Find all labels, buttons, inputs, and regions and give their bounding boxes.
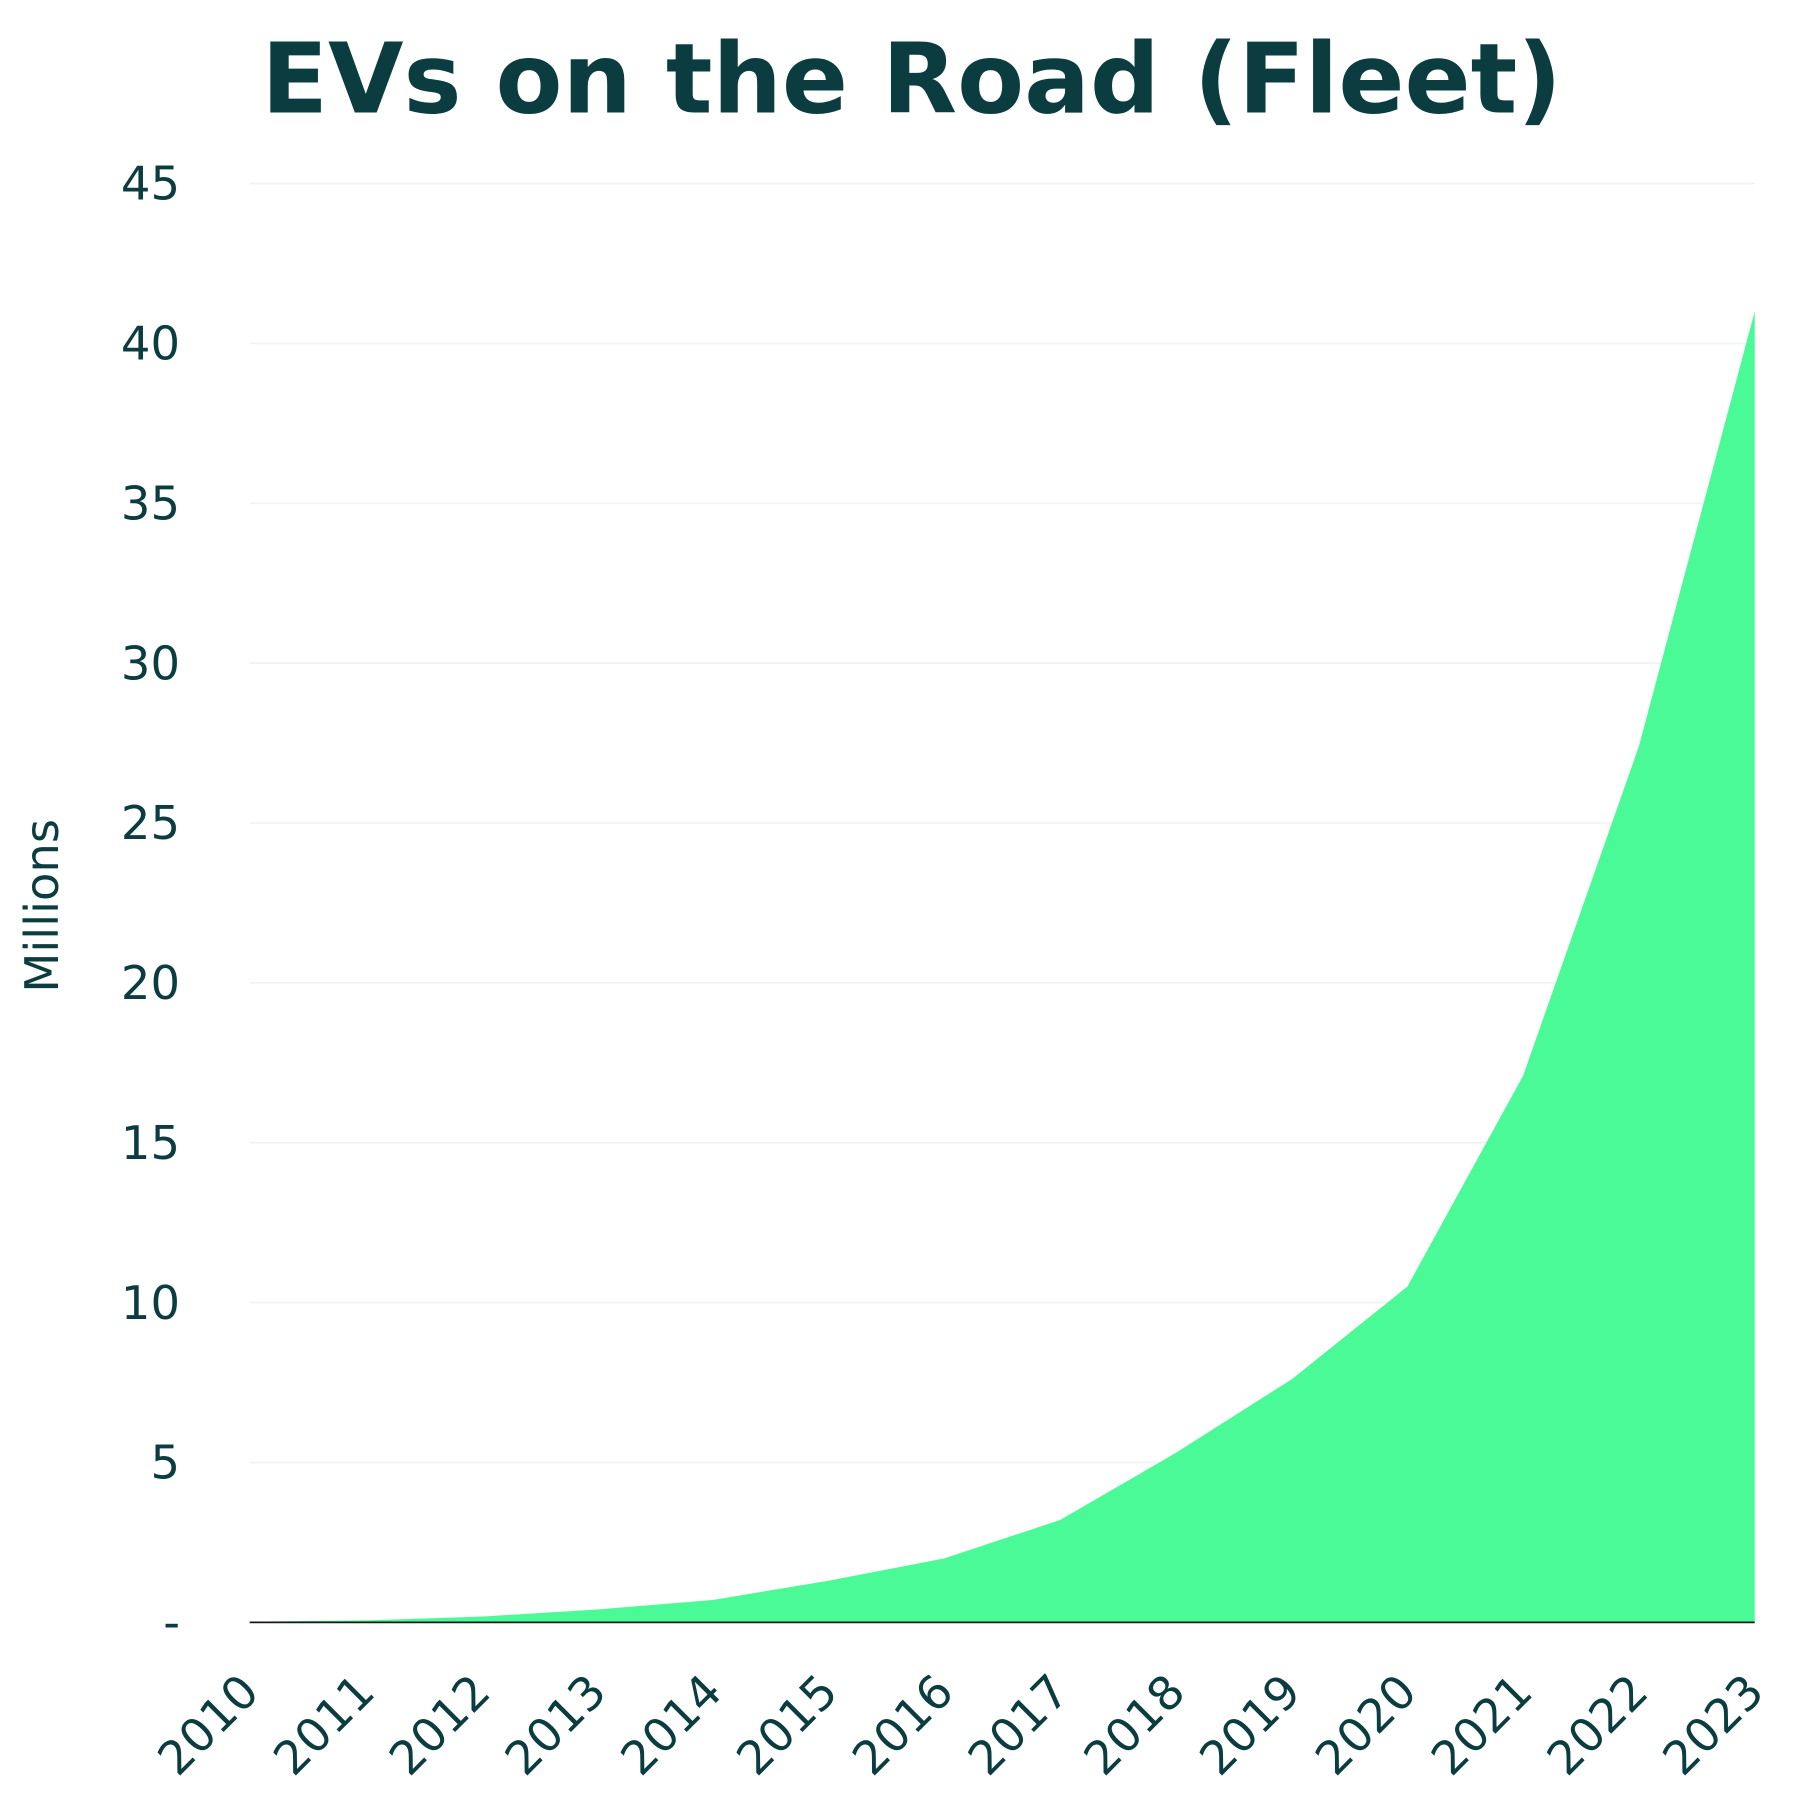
x-tick-label: 2011 xyxy=(263,1664,385,1786)
x-tick-label: 2017 xyxy=(958,1664,1080,1786)
x-tick-label: 2021 xyxy=(1421,1664,1543,1786)
y-tick-label: 40 xyxy=(121,317,180,371)
x-tick-label: 2014 xyxy=(610,1664,732,1786)
y-tick-label: 25 xyxy=(121,796,180,850)
y-tick-label: 5 xyxy=(150,1436,180,1490)
gridlines xyxy=(249,182,1755,1464)
x-tick-label: 2012 xyxy=(379,1664,501,1786)
x-tick-label: 2020 xyxy=(1305,1664,1427,1786)
y-tick-label: 30 xyxy=(121,636,180,690)
y-tick-label: 45 xyxy=(121,157,180,211)
y-tick-label: 20 xyxy=(121,956,180,1010)
y-tick-label: 15 xyxy=(121,1116,180,1170)
y-tick-label: 10 xyxy=(121,1276,180,1330)
y-axis-ticks: - 5 10 15 20 25 30 35 40 45 xyxy=(121,157,180,1650)
x-tick-label: 2015 xyxy=(726,1664,848,1786)
y-tick-label: 35 xyxy=(121,476,180,530)
x-tick-label: 2023 xyxy=(1652,1664,1774,1786)
y-axis-label: Millions xyxy=(15,819,69,993)
x-tick-label: 2010 xyxy=(147,1664,269,1786)
chart-title: EVs on the Road (Fleet) xyxy=(261,23,1561,137)
x-tick-label: 2019 xyxy=(1189,1664,1311,1786)
x-tick-label: 2022 xyxy=(1537,1664,1659,1786)
y-tick-label: - xyxy=(163,1596,180,1650)
area-series xyxy=(249,311,1755,1623)
x-tick-label: 2018 xyxy=(1073,1664,1195,1786)
x-tick-label: 2013 xyxy=(495,1664,617,1786)
x-tick-label: 2016 xyxy=(842,1664,964,1786)
x-axis-ticks: 2010201120122013201420152016201720182019… xyxy=(147,1664,1774,1786)
